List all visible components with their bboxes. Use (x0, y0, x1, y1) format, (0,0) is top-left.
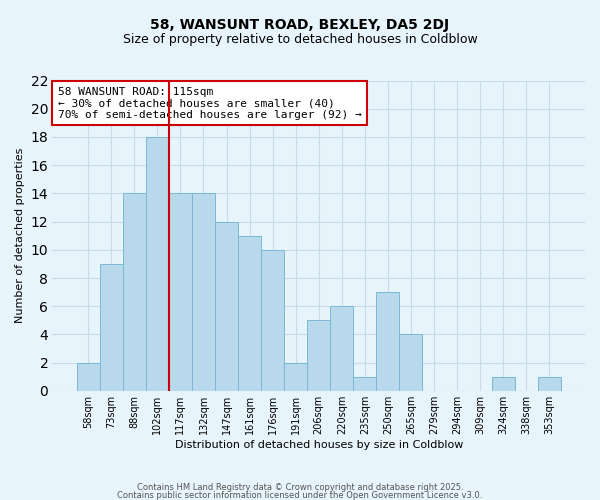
Bar (284, 362, 307, 391)
Bar (376, 292, 400, 391)
Text: 58 WANSUNT ROAD: 115sqm
← 30% of detached houses are smaller (40)
70% of semi-de: 58 WANSUNT ROAD: 115sqm ← 30% of detache… (58, 86, 362, 120)
Bar (238, 236, 261, 391)
Bar (123, 194, 146, 391)
Text: 58, WANSUNT ROAD, BEXLEY, DA5 2DJ: 58, WANSUNT ROAD, BEXLEY, DA5 2DJ (151, 18, 449, 32)
Bar (146, 137, 169, 391)
Bar (330, 306, 353, 391)
Bar (400, 334, 422, 391)
Bar (100, 264, 123, 391)
Text: Contains public sector information licensed under the Open Government Licence v3: Contains public sector information licen… (118, 490, 482, 500)
Bar (77, 362, 100, 391)
Bar (538, 377, 561, 391)
Bar (307, 320, 330, 391)
Bar (169, 194, 192, 391)
Text: Size of property relative to detached houses in Coldblow: Size of property relative to detached ho… (122, 32, 478, 46)
Bar (491, 377, 515, 391)
Bar (353, 377, 376, 391)
Bar (192, 194, 215, 391)
Text: Contains HM Land Registry data © Crown copyright and database right 2025.: Contains HM Land Registry data © Crown c… (137, 483, 463, 492)
X-axis label: Distribution of detached houses by size in Coldblow: Distribution of detached houses by size … (175, 440, 463, 450)
Bar (261, 250, 284, 391)
Y-axis label: Number of detached properties: Number of detached properties (15, 148, 25, 324)
Bar (215, 222, 238, 391)
